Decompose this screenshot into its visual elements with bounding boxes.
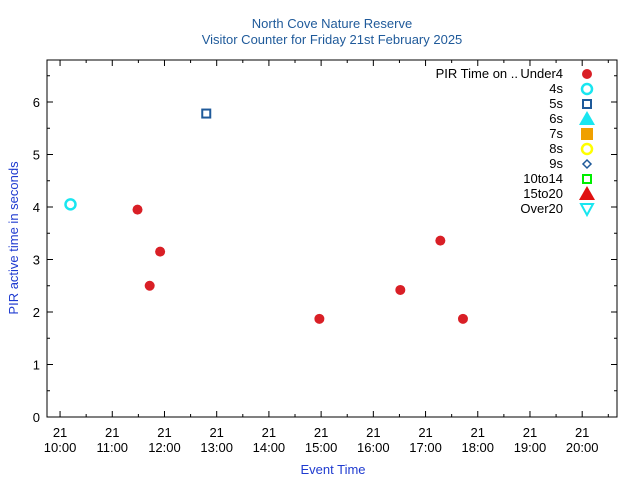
- x-tick-label-time: 17:00: [409, 440, 442, 455]
- x-tick-label-time: 12:00: [148, 440, 181, 455]
- plot-frame: [46, 59, 618, 418]
- x-tick-label-day: 21: [523, 425, 537, 440]
- legend-marker-over20: [579, 203, 595, 218]
- x-tick-label-time: 14:00: [253, 440, 286, 455]
- data-point-under4: [395, 284, 406, 295]
- data-point-under4: [457, 313, 468, 324]
- x-tick-label-day: 21: [209, 425, 223, 440]
- y-tick-label: 0: [33, 410, 40, 425]
- data-point-5s: [201, 108, 212, 119]
- y-tick-label: 6: [33, 95, 40, 110]
- x-tick-label-day: 21: [157, 425, 171, 440]
- x-tick-label-time: 16:00: [357, 440, 390, 455]
- y-axis-ticks: 0 1 2 3 4 5 6: [33, 75, 617, 425]
- data-point-under4: [144, 280, 155, 291]
- legend-label: 10to14: [523, 171, 563, 186]
- data-point-under4: [314, 313, 325, 324]
- legend-label: 15to20: [523, 186, 563, 201]
- chart-title: North Cove Nature Reserve: [252, 16, 412, 31]
- legend-label: Over20: [520, 201, 563, 216]
- x-tick-label-time: 20:00: [566, 440, 599, 455]
- data-points: [64, 108, 468, 324]
- data-point-under4: [132, 204, 143, 215]
- x-tick-label-time: 18:00: [461, 440, 494, 455]
- x-tick-label-day: 21: [366, 425, 380, 440]
- x-tick-label-day: 21: [575, 425, 589, 440]
- x-tick-label-day: 21: [471, 425, 485, 440]
- y-axis-label: PIR active time in seconds: [6, 161, 21, 315]
- legend-marker-6s: [579, 111, 595, 125]
- y-tick-label: 3: [33, 253, 40, 268]
- axes: [46, 59, 618, 418]
- legend-label: 8s: [549, 141, 563, 156]
- legend-label: 7s: [549, 126, 563, 141]
- y-tick-label: 4: [33, 200, 40, 215]
- x-tick-label-day: 21: [262, 425, 276, 440]
- x-tick-label-day: 21: [53, 425, 67, 440]
- x-axis-label: Event Time: [300, 462, 365, 477]
- x-tick-label-time: 15:00: [305, 440, 338, 455]
- legend-marker-under4: [582, 69, 592, 79]
- y-tick-label: 1: [33, 358, 40, 373]
- legend-marker-15to20: [579, 186, 595, 200]
- data-point-under4: [435, 235, 446, 246]
- y-tick-label: 2: [33, 305, 40, 320]
- legend-title: PIR Time on ..: [436, 66, 518, 81]
- data-point-4s: [64, 198, 77, 211]
- chart-subtitle: Visitor Counter for Friday 21st February…: [202, 32, 463, 47]
- legend-marker-5s: [582, 99, 592, 109]
- legend-label: 9s: [549, 156, 563, 171]
- legend-marker-7s: [581, 128, 593, 140]
- data-point-under4: [155, 246, 166, 257]
- x-tick-label-day: 21: [105, 425, 119, 440]
- x-tick-label-time: 10:00: [44, 440, 77, 455]
- legend-marker-4s: [580, 82, 594, 96]
- legend: PIR Time on .. Under44s5s6s7s8s9s10to141…: [436, 66, 595, 218]
- x-axis-ticks: 2110:002111:002112:002113:002114:002115:…: [44, 60, 609, 455]
- legend-marker-9s: [581, 158, 593, 170]
- x-tick-label-time: 19:00: [514, 440, 547, 455]
- legend-marker-8s: [580, 142, 594, 156]
- legend-label: 6s: [549, 111, 563, 126]
- y-tick-label: 5: [33, 148, 40, 163]
- x-tick-label-day: 21: [418, 425, 432, 440]
- legend-label: 4s: [549, 81, 563, 96]
- x-tick-label-time: 11:00: [96, 440, 128, 455]
- legend-label: 5s: [549, 96, 563, 111]
- x-tick-label-day: 21: [314, 425, 328, 440]
- legend-label: Under4: [520, 66, 563, 81]
- legend-marker-10to14: [582, 174, 592, 184]
- x-tick-label-time: 13:00: [200, 440, 233, 455]
